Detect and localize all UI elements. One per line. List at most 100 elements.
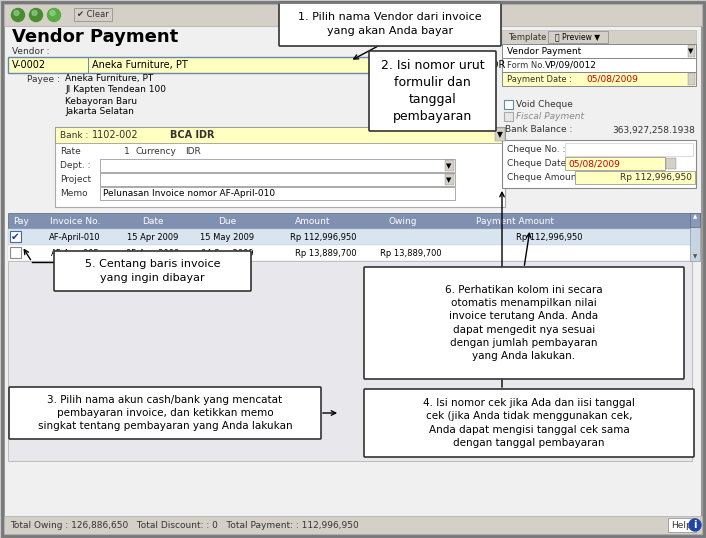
Text: ✔ Clear: ✔ Clear [77, 10, 109, 19]
FancyBboxPatch shape [668, 518, 696, 532]
Text: BCA IDR: BCA IDR [170, 130, 215, 140]
Circle shape [47, 9, 61, 22]
Text: Jl Kapten Tendean 100: Jl Kapten Tendean 100 [65, 86, 166, 95]
Text: Total Owing : 126,886,650   Total Discount: : 0   Total Payment: : 112,996,950: Total Owing : 126,886,650 Total Discount… [10, 520, 359, 529]
FancyBboxPatch shape [369, 51, 496, 131]
Text: 363,927,258.1938: 363,927,258.1938 [612, 125, 695, 134]
FancyBboxPatch shape [548, 31, 608, 43]
Text: ▼: ▼ [497, 131, 503, 139]
Text: Fiscal Payment: Fiscal Payment [516, 112, 584, 121]
Text: Payment Date :: Payment Date : [507, 74, 572, 83]
Text: Vendor :: Vendor : [12, 47, 49, 56]
FancyBboxPatch shape [445, 160, 454, 171]
Text: ▼: ▼ [474, 60, 481, 69]
FancyBboxPatch shape [502, 140, 696, 188]
Text: 3. Pilih nama akun cash/bank yang mencatat
pembayaran invoice, dan ketikkan memo: 3. Pilih nama akun cash/bank yang mencat… [37, 395, 292, 431]
Text: ▼: ▼ [446, 177, 452, 183]
Text: Payee :: Payee : [27, 75, 60, 84]
Text: Memo: Memo [60, 189, 88, 199]
FancyBboxPatch shape [575, 171, 695, 184]
Text: 1. Pilih nama Vendor dari invoice
yang akan Anda bayar: 1. Pilih nama Vendor dari invoice yang a… [298, 12, 481, 36]
Text: 5. Centang baris invoice
yang ingin dibayar: 5. Centang baris invoice yang ingin diba… [85, 259, 220, 282]
Text: 4. Isi nomor cek jika Ada dan iisi tanggal
cek (jika Anda tidak menggunakan cek,: 4. Isi nomor cek jika Ada dan iisi tangg… [423, 398, 635, 448]
Text: 6. Perhatikan kolom ini secara
otomatis menampilkan nilai
invoice terutang Anda.: 6. Perhatikan kolom ini secara otomatis … [445, 285, 603, 361]
Text: Cheque Date :: Cheque Date : [507, 159, 572, 168]
FancyBboxPatch shape [8, 245, 692, 261]
Text: Template: Template [508, 32, 546, 41]
FancyBboxPatch shape [279, 2, 501, 46]
FancyBboxPatch shape [8, 57, 486, 73]
FancyBboxPatch shape [364, 267, 684, 379]
Text: VP/09/0012: VP/09/0012 [545, 60, 597, 69]
FancyBboxPatch shape [502, 44, 696, 58]
Text: Owing: Owing [388, 216, 417, 225]
FancyBboxPatch shape [10, 231, 21, 242]
Text: Form No.: Form No. [507, 60, 545, 69]
FancyBboxPatch shape [471, 58, 485, 72]
FancyBboxPatch shape [690, 213, 700, 227]
Circle shape [689, 519, 701, 531]
Text: ✔: ✔ [11, 231, 20, 242]
Text: Bank Balance :: Bank Balance : [505, 125, 573, 134]
FancyBboxPatch shape [688, 45, 695, 57]
Text: Payment Amount: Payment Amount [476, 216, 554, 225]
FancyBboxPatch shape [504, 112, 513, 121]
FancyBboxPatch shape [666, 158, 676, 169]
Text: Vendor Payment: Vendor Payment [12, 28, 178, 46]
Text: 15 May 2009: 15 May 2009 [201, 232, 255, 242]
Text: Jakarta Selatan: Jakarta Selatan [65, 108, 134, 117]
Text: Bank :: Bank : [60, 131, 88, 139]
FancyBboxPatch shape [4, 4, 702, 26]
FancyBboxPatch shape [504, 100, 513, 109]
Text: V-0002: V-0002 [12, 60, 46, 70]
Text: ▼: ▼ [693, 254, 697, 259]
Text: Rp 13,889,700: Rp 13,889,700 [295, 249, 357, 258]
FancyBboxPatch shape [9, 387, 321, 439]
Text: AF-April-010: AF-April-010 [49, 232, 101, 242]
FancyBboxPatch shape [690, 213, 700, 261]
FancyBboxPatch shape [8, 213, 692, 229]
Text: 2. Isi nomor urut
formulir dan
tanggal
pembayaran: 2. Isi nomor urut formulir dan tanggal p… [381, 59, 484, 123]
FancyBboxPatch shape [4, 4, 702, 534]
Text: Pelunasan Invoice nomor AF-April-010: Pelunasan Invoice nomor AF-April-010 [103, 189, 275, 199]
Text: Rp 13,889,700: Rp 13,889,700 [381, 249, 442, 258]
FancyBboxPatch shape [10, 247, 21, 258]
Text: Vendor Payment: Vendor Payment [507, 46, 581, 55]
Text: 05 Aug 2009: 05 Aug 2009 [126, 249, 179, 258]
FancyBboxPatch shape [565, 157, 665, 170]
Text: Pay: Pay [13, 216, 30, 225]
FancyBboxPatch shape [495, 128, 505, 141]
FancyBboxPatch shape [565, 143, 693, 156]
Text: Rp 112,996,950: Rp 112,996,950 [515, 232, 582, 242]
Text: Void Cheque: Void Cheque [516, 100, 573, 109]
FancyBboxPatch shape [502, 58, 696, 72]
Text: Cheque No. :: Cheque No. : [507, 145, 566, 154]
Text: Date: Date [142, 216, 163, 225]
Text: Rp 112,996,950: Rp 112,996,950 [290, 232, 357, 242]
FancyBboxPatch shape [55, 127, 505, 143]
Text: Kebayoran Baru: Kebayoran Baru [65, 96, 137, 105]
Text: ▼: ▼ [688, 48, 694, 54]
Text: Aneka Furniture, PT: Aneka Furniture, PT [92, 60, 188, 70]
Text: 15 Apr 2009: 15 Apr 2009 [127, 232, 178, 242]
FancyBboxPatch shape [8, 229, 692, 245]
Text: i: i [693, 520, 697, 530]
FancyBboxPatch shape [100, 187, 455, 200]
Text: 1: 1 [124, 146, 130, 155]
FancyBboxPatch shape [55, 127, 505, 207]
FancyBboxPatch shape [100, 159, 455, 172]
Text: Cheque Amount :: Cheque Amount : [507, 173, 586, 182]
Text: 1102-002: 1102-002 [92, 130, 138, 140]
Circle shape [30, 9, 42, 22]
Text: 05/08/2009: 05/08/2009 [568, 159, 620, 168]
FancyBboxPatch shape [4, 516, 702, 534]
Circle shape [50, 11, 55, 16]
Text: Due: Due [218, 216, 237, 225]
Text: AF-Aug-005: AF-Aug-005 [51, 249, 100, 258]
FancyBboxPatch shape [688, 73, 695, 85]
Text: 📋 Preview ▼: 📋 Preview ▼ [556, 32, 601, 41]
Text: Dept. :: Dept. : [60, 161, 90, 171]
Circle shape [32, 11, 37, 16]
Text: Help: Help [671, 520, 693, 529]
FancyBboxPatch shape [8, 261, 692, 461]
